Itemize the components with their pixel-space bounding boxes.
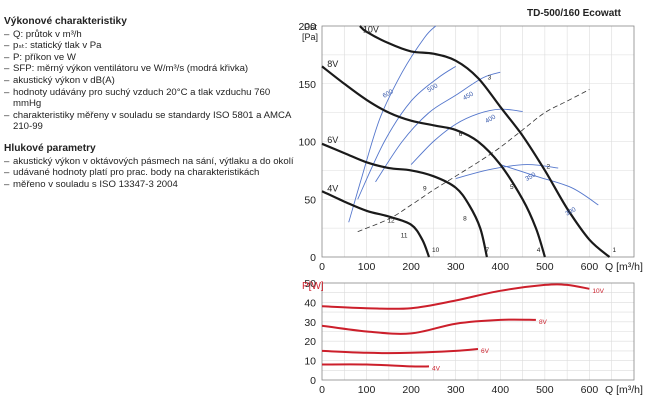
- list-item: hodnoty udávány pro suchý vzduch 20°C a …: [4, 87, 294, 110]
- curve-label: 6V: [327, 135, 338, 145]
- y-tick-label: 100: [298, 137, 316, 149]
- performance-list: Q: průtok v m³/h pₛₜ: statický tlak v Pa…: [4, 29, 294, 133]
- list-item: pₛₜ: statický tlak v Pa: [4, 40, 294, 52]
- point-label: 2: [547, 163, 551, 170]
- y-tick-label: 20: [304, 336, 316, 348]
- power-curve-label: 10V: [592, 288, 604, 295]
- operating-line: [357, 89, 590, 232]
- x-tick-label: 100: [358, 384, 376, 396]
- x-tick-label: 400: [492, 384, 510, 396]
- power-curve: [321, 318, 536, 335]
- point-label: 10: [432, 247, 440, 254]
- point-label: 11: [401, 233, 408, 240]
- y-tick-label: 30: [304, 317, 316, 329]
- x-tick-label: 0: [319, 261, 325, 273]
- sfp-label: 600: [382, 88, 395, 100]
- y-tick-label: 200: [298, 21, 316, 33]
- x-axis-label: Q [m³/h]: [605, 261, 643, 273]
- list-item: udávané hodnoty platí pro prac. body na …: [4, 167, 294, 179]
- x-tick-label: 200: [402, 384, 420, 396]
- power-chart: 0 100 200 300 400 500 600 0 10 20 30 40 50P[W] Q [m³/…: [302, 278, 643, 396]
- fan-curve: [321, 190, 431, 258]
- point-label: 12: [387, 218, 395, 225]
- x-tick-label: 500: [536, 261, 554, 273]
- sfp-curve: [410, 108, 523, 165]
- performance-title: Výkonové charakteristiky: [4, 16, 127, 27]
- sfp-curve: [500, 164, 599, 206]
- noise-title: Hlukové parametry: [4, 142, 96, 154]
- x-tick-label: 300: [447, 384, 465, 396]
- curve-label: 10V: [363, 24, 379, 34]
- power-curve: [321, 348, 479, 355]
- plot-frame: [321, 25, 635, 258]
- point-label: 7: [485, 247, 489, 254]
- list-item: měřeno v souladu s ISO 13347-3 2004: [4, 179, 294, 191]
- x-tick-label: 100: [358, 261, 376, 273]
- point-label: 3: [488, 74, 492, 81]
- pressure-chart: 0 100 200 300 400 500 600050100150200Pst[Pa]Q …: [298, 21, 643, 273]
- list-item: charakteristiky měřeny v souladu se stan…: [4, 110, 294, 133]
- point-label: 1: [612, 247, 616, 254]
- x-tick-label: 600: [581, 384, 599, 396]
- x-tick-label: 200: [402, 261, 420, 273]
- sfp-curve: [348, 25, 437, 223]
- x-tick-label: 0: [319, 384, 325, 396]
- left-panel: Výkonové charakteristiky Q: průtok v m³/…: [4, 16, 294, 190]
- x-tick-label: 300: [447, 261, 465, 273]
- list-item: akustický výkon v dB(A): [4, 75, 294, 87]
- x-tick-label: 600: [581, 261, 599, 273]
- power-curve: [321, 283, 590, 310]
- curve-label: 4V: [327, 184, 338, 194]
- point-label: 6: [459, 131, 463, 138]
- x-tick-label: 400: [492, 261, 510, 273]
- sfp-label: 450: [462, 90, 475, 102]
- sfp-label: 350: [524, 171, 537, 183]
- power-curve-label: 4V: [432, 365, 441, 372]
- y-tick-label: 0: [310, 375, 316, 387]
- y-axis-label: Pst: [304, 22, 318, 32]
- point-label: 8: [463, 215, 467, 222]
- x-tick-label: 500: [536, 384, 554, 396]
- y-tick-label: 50: [304, 278, 316, 290]
- point-label: 5: [510, 184, 514, 191]
- curve-label: 8V: [327, 59, 338, 69]
- sfp-curve: [455, 164, 559, 179]
- power-curve-label: 8V: [539, 319, 548, 326]
- point-label: 4: [537, 247, 541, 254]
- y-tick-label: 10: [304, 356, 316, 368]
- x-axis-label: Q [m³/h]: [605, 384, 643, 396]
- y-tick-label: 150: [298, 79, 316, 91]
- y-axis-label: P[W]: [302, 281, 324, 292]
- point-label: 9: [423, 185, 427, 192]
- y-tick-label: 50: [304, 194, 316, 206]
- list-item: SFP: měrný výkon ventilátoru ve W/m³/s (…: [4, 63, 294, 75]
- chart-title: TD-500/160 Ecowatt: [527, 8, 621, 19]
- fan-curve: [359, 25, 611, 258]
- list-item: akustický výkon v oktávových pásmech na …: [4, 156, 294, 168]
- sfp-label: 500: [426, 82, 439, 94]
- fan-curve: [321, 65, 546, 258]
- y-tick-label: 0: [310, 252, 316, 264]
- power-curve: [321, 363, 430, 368]
- power-curve-label: 6V: [481, 348, 490, 355]
- sfp-label: 400: [484, 113, 497, 125]
- list-item: Q: průtok v m³/h: [4, 29, 294, 41]
- sfp-curve: [357, 66, 456, 200]
- noise-list: akustický výkon v oktávových pásmech na …: [4, 156, 294, 191]
- fan-curve: [321, 142, 488, 258]
- sfp-label: 300: [564, 206, 577, 218]
- y-axis-unit: [Pa]: [302, 32, 318, 42]
- plot-frame: [321, 282, 635, 381]
- list-item: P: příkon ve W: [4, 52, 294, 64]
- y-tick-label: 40: [304, 297, 316, 309]
- sfp-curve: [375, 71, 501, 183]
